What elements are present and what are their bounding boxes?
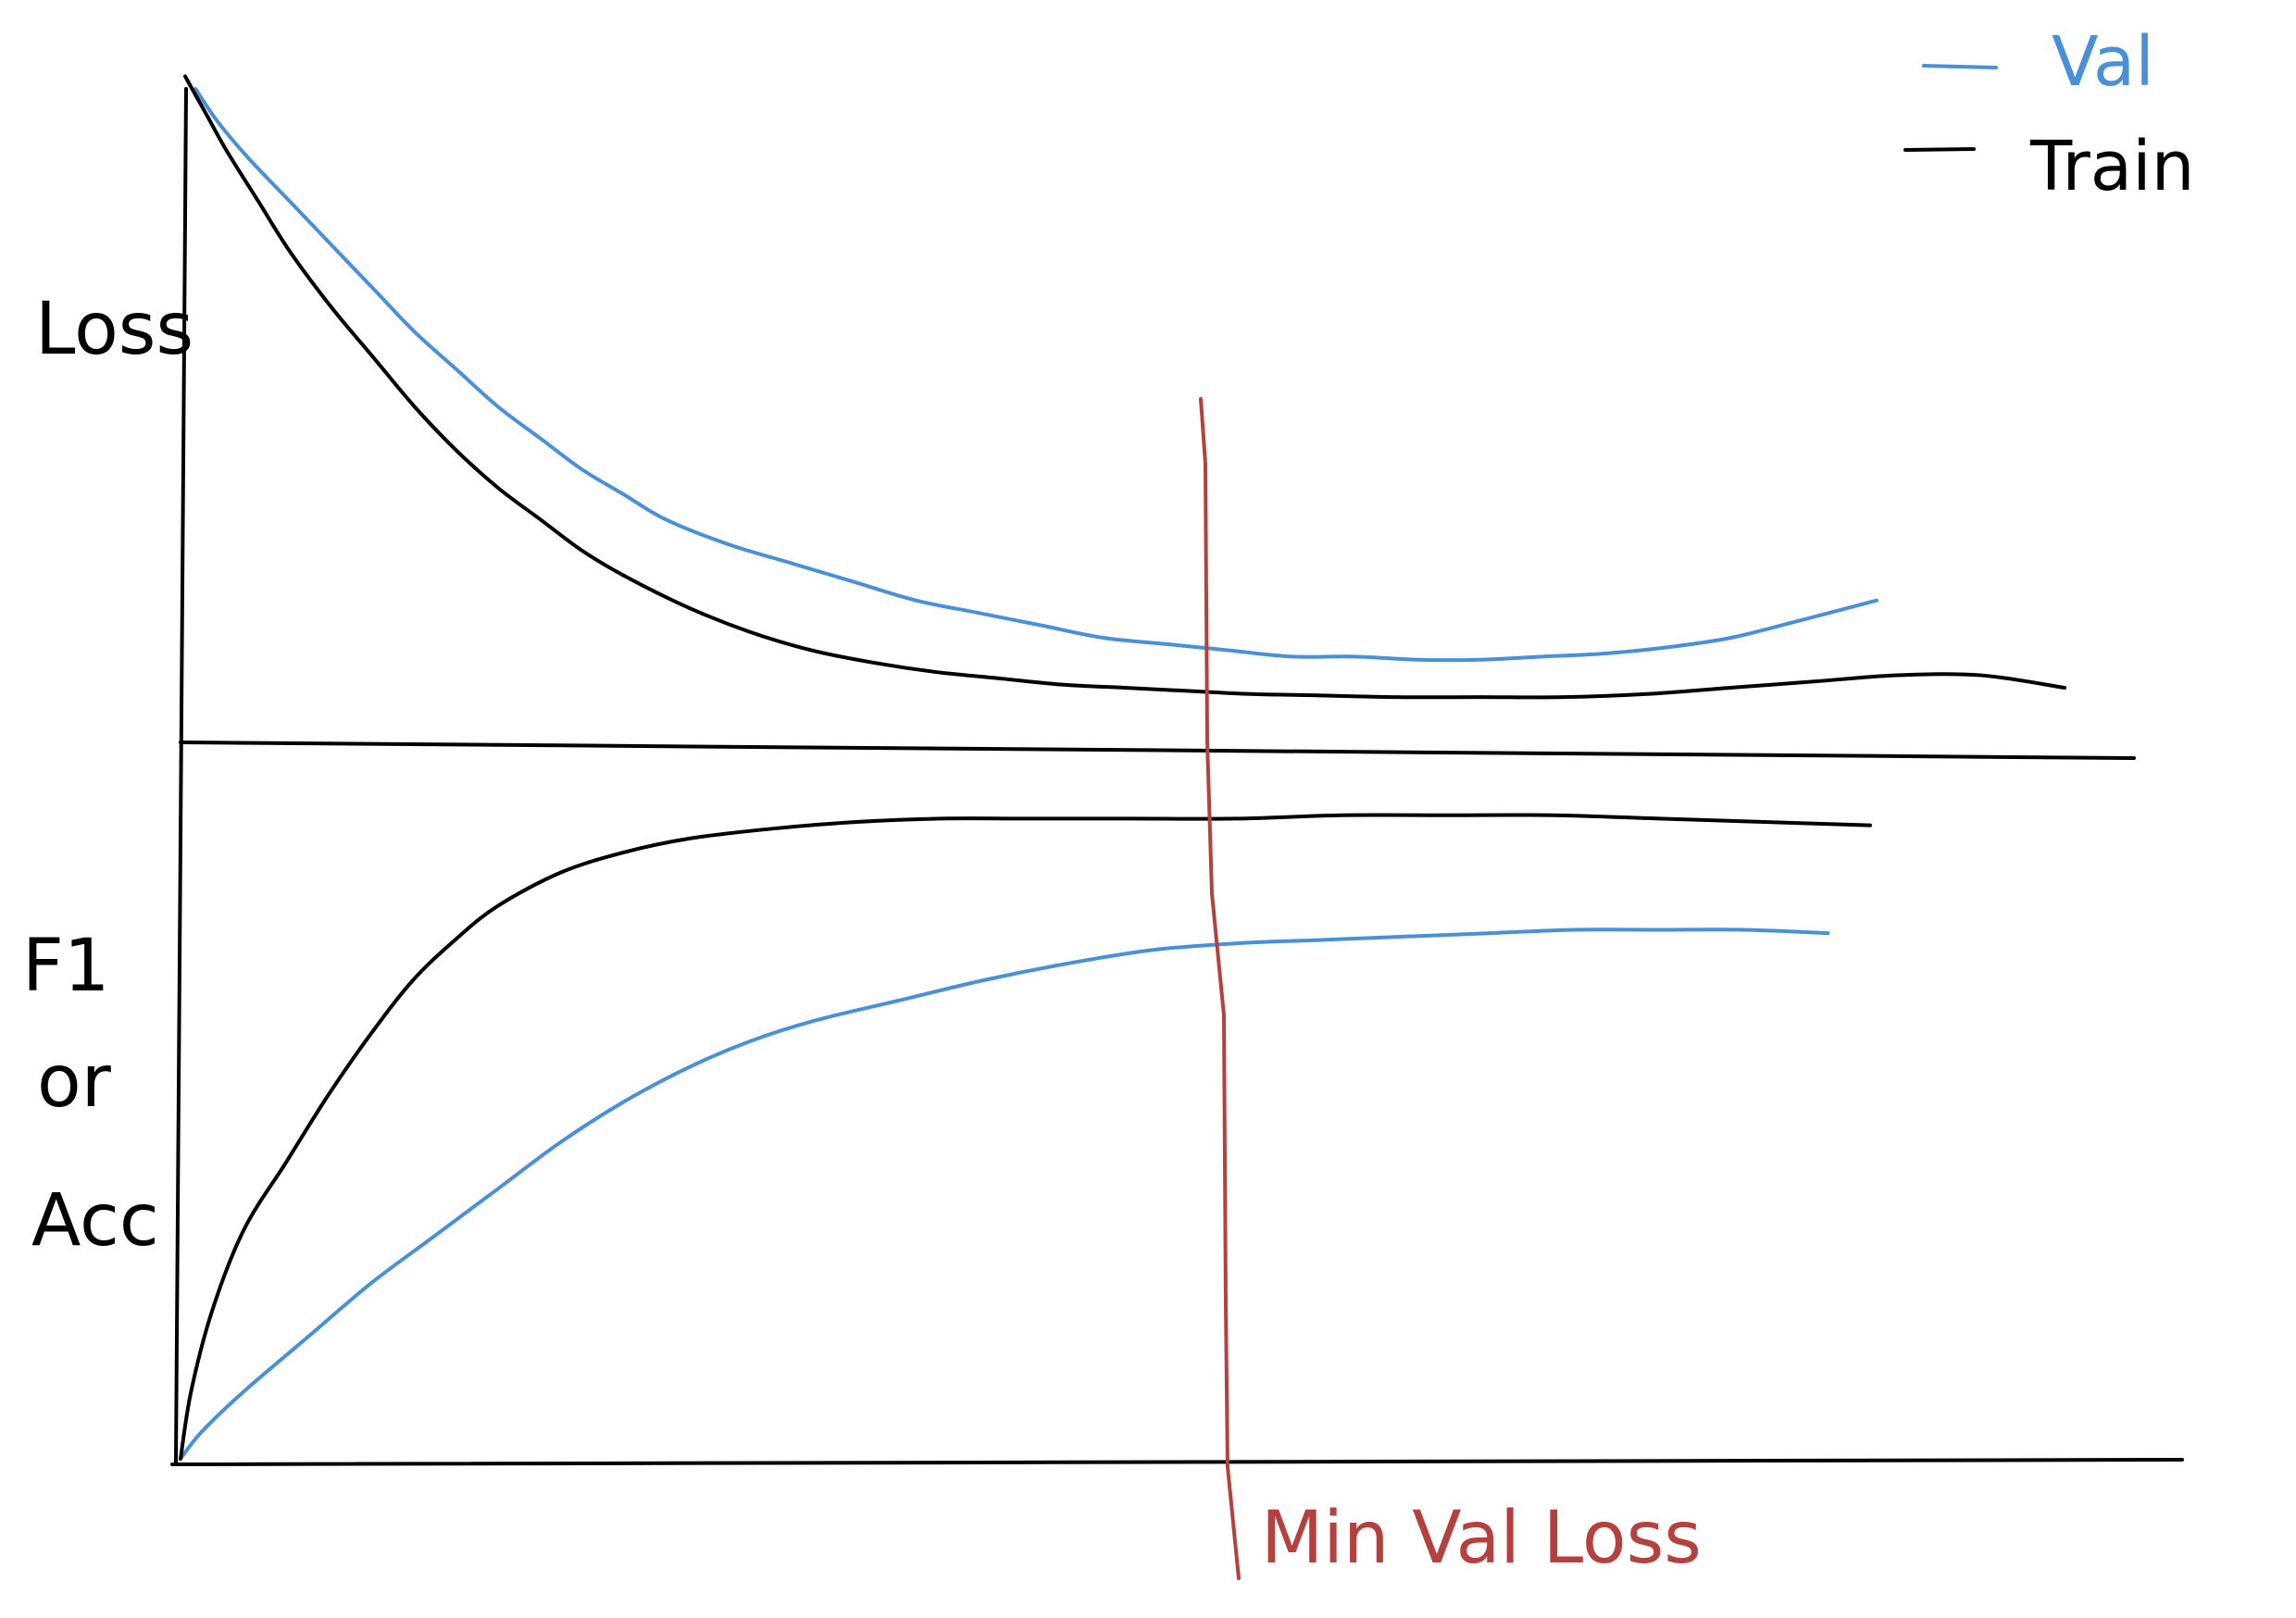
legend-swatch-val (1922, 64, 1998, 69)
axes-group (170, 87, 2184, 1466)
curves-group (179, 74, 2066, 1461)
top-val-series-line (193, 87, 1878, 663)
bottom-train-series-line (179, 813, 1872, 1461)
y-axis (174, 87, 188, 1464)
min-val-loss-line (1199, 397, 1241, 1580)
min-val-loss-label: Min Val Loss (1261, 1497, 1702, 1580)
legend-label-val: Val (2052, 22, 2154, 102)
x-axis (170, 1458, 2184, 1466)
bottom-ylabel-line-3: Acc (31, 1179, 159, 1263)
bottom-ylabel-line-1: F1 (22, 925, 110, 1008)
bottom-val-series-line (179, 927, 1830, 1461)
top-train-series-line (183, 74, 2066, 700)
middle-divider-axis (179, 741, 2136, 760)
legend-label-train: Train (2029, 127, 2195, 206)
bottom-ylabel-line-2: or (37, 1040, 112, 1124)
top-ylabel: Loss (35, 288, 193, 371)
legend-swatch-train (1903, 147, 1976, 152)
legend: Val Train (1903, 22, 2195, 206)
